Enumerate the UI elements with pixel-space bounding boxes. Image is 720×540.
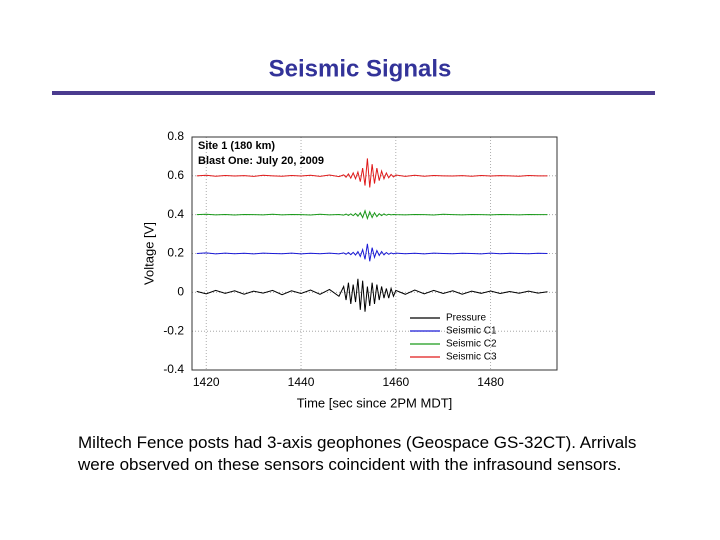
y-tick-label: 0.2 xyxy=(167,246,184,260)
plot-frame xyxy=(191,136,558,371)
title-rule xyxy=(52,91,655,95)
series-line xyxy=(196,158,548,188)
x-axis-label: Time [sec since 2PM MDT] xyxy=(297,395,453,410)
legend-label: Seismic C2 xyxy=(446,339,497,350)
annotation: Site 1 (180 km) xyxy=(198,140,275,152)
series-line xyxy=(196,209,548,221)
legend-label: Pressure xyxy=(446,313,486,324)
y-tick-label: 0.6 xyxy=(167,168,184,182)
y-axis-label: Voltage [V] xyxy=(141,222,156,285)
y-tick-label: -0.4 xyxy=(163,362,184,376)
y-tick-label: 0 xyxy=(177,285,184,299)
annotation: Blast One: July 20, 2009 xyxy=(198,155,324,167)
series-line xyxy=(196,243,548,262)
y-tick-label: 0.8 xyxy=(167,129,184,143)
legend-label: Seismic C1 xyxy=(446,326,497,337)
body-text: Miltech Fence posts had 3-axis geophones… xyxy=(78,433,637,474)
x-tick-label: 1440 xyxy=(288,375,315,389)
x-tick-label: 1420 xyxy=(193,375,220,389)
series-line xyxy=(196,278,548,312)
x-tick-label: 1460 xyxy=(382,375,409,389)
x-tick-label: 1480 xyxy=(477,375,504,389)
legend-label: Seismic C3 xyxy=(446,352,497,363)
y-tick-label: 0.4 xyxy=(167,207,184,221)
slide-title: Seismic Signals xyxy=(269,55,452,82)
y-tick-label: -0.2 xyxy=(163,323,184,337)
